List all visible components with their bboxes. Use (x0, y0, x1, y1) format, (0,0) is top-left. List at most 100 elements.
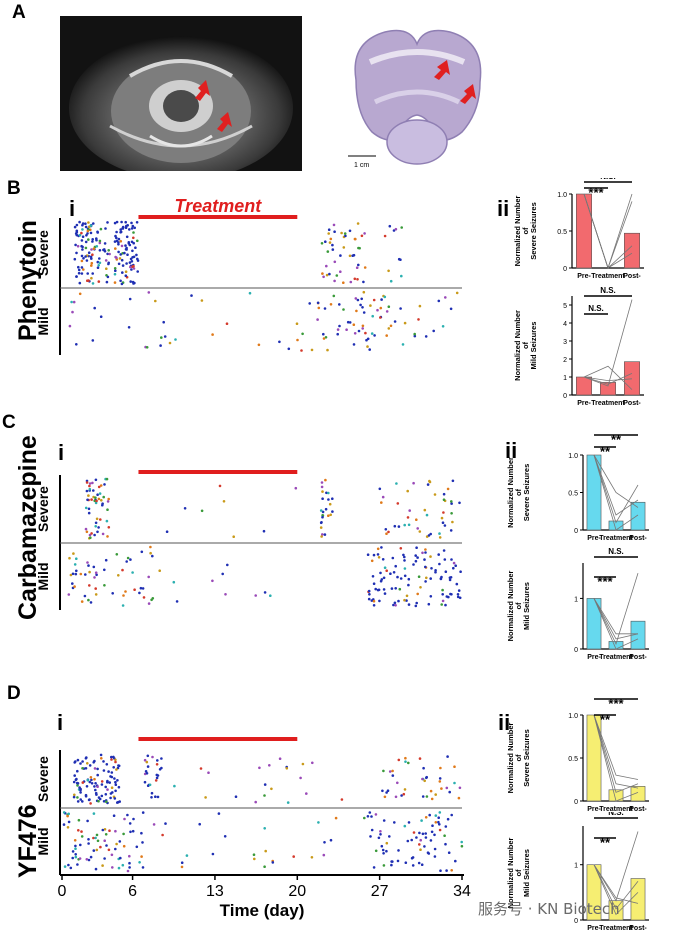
seizure-dot (96, 530, 99, 534)
seizure-dot (329, 237, 333, 241)
seizure-dot (83, 594, 87, 598)
seizure-dot (254, 594, 257, 597)
bar-y-tick-label: 4 (563, 321, 567, 328)
seizure-dot (89, 224, 93, 227)
bar-category-label: Pre- (577, 400, 591, 407)
seizure-dot (324, 240, 327, 243)
bar-y-tick-label: 0 (574, 918, 578, 925)
seizure-dot (296, 338, 299, 342)
seizure-dot (374, 849, 378, 853)
sub-label-d-i: i (57, 710, 64, 735)
treatment-label: Treatment (175, 196, 263, 216)
seizure-dot (440, 787, 443, 790)
seizure-dot (419, 838, 423, 842)
seizure-dot (81, 767, 84, 770)
seizure-dot (91, 481, 94, 485)
seizure-dot (317, 306, 321, 310)
seizure-dot (372, 866, 376, 869)
seizure-dot (85, 489, 89, 493)
seizure-dot (93, 533, 96, 537)
seizure-dot (146, 754, 150, 758)
seizure-dot (86, 778, 90, 782)
seizure-dot (366, 815, 370, 818)
seizure-dot (98, 239, 102, 243)
seizure-dot (391, 774, 395, 777)
seizure-dot (107, 770, 110, 773)
seizure-dot (252, 853, 256, 856)
seizure-dot (370, 828, 374, 832)
seizure-dot (450, 558, 453, 561)
seizure-dot (80, 600, 84, 603)
seizure-dot (450, 593, 453, 596)
seizure-dot (363, 816, 366, 820)
seizure-dot (84, 255, 87, 258)
seizure-dot (96, 773, 99, 777)
seizure-dot (92, 812, 96, 815)
seizure-dot (383, 295, 387, 299)
seizure-dot (116, 779, 119, 782)
seizure-dot (135, 253, 138, 257)
seizure-dot (380, 546, 383, 549)
seizure-dot (124, 244, 127, 247)
seizure-dot (253, 857, 256, 861)
watermark: 服务号 · KN Biotech (478, 900, 620, 918)
seizure-dot (454, 564, 458, 567)
seizure-dot (423, 779, 427, 783)
seizure-dot (168, 341, 172, 345)
seizure-dot (72, 795, 76, 799)
seizure-dot (424, 335, 428, 338)
seizure-dot (135, 845, 139, 849)
seizure-dot (151, 554, 154, 558)
individual-line (593, 454, 639, 531)
bar-post (624, 232, 640, 269)
seizure-dot (70, 300, 73, 304)
bar-category-label: Treatment (599, 654, 633, 661)
sub-label-b-i: i (69, 196, 76, 221)
seizure-dot (126, 813, 129, 817)
seizure-dot (100, 780, 104, 783)
seizure-dot (141, 811, 145, 814)
seizure-dot (69, 573, 73, 577)
seizure-dot (97, 485, 101, 489)
seizure-dot (392, 571, 396, 574)
seizure-dot (434, 814, 438, 817)
seizure-dot (113, 221, 117, 225)
seizure-dot (91, 282, 95, 285)
seizure-dot (294, 486, 298, 490)
seizure-dot (100, 783, 104, 786)
seizure-dot (120, 282, 124, 286)
seizure-dot (420, 863, 424, 866)
bar-y-tick-label: 2 (563, 357, 567, 364)
seizure-dot (103, 828, 107, 831)
seizure-dot (117, 241, 120, 244)
seizure-dot (160, 766, 163, 770)
seizure-dot (86, 561, 89, 564)
seizure-dot (450, 512, 453, 515)
seizure-dot (98, 261, 102, 265)
significance-label: ** (600, 835, 611, 850)
seizure-dot (362, 311, 366, 314)
seizure-dot (323, 307, 327, 310)
bar-y-axis-label: of (521, 341, 530, 349)
seizure-dot (372, 298, 376, 302)
seizure-dot (128, 228, 131, 231)
seizure-dot (105, 477, 109, 481)
seizure-dot (398, 587, 402, 591)
seizure-dot (443, 524, 447, 527)
seizure-dot (128, 861, 131, 865)
seizure-dot (286, 801, 290, 804)
seizure-dot (95, 573, 98, 577)
seizure-dot (91, 339, 95, 342)
seizure-dot (438, 777, 442, 780)
seizure-dot (407, 523, 411, 527)
seizure-dot (393, 320, 397, 323)
seizure-dot (431, 824, 434, 827)
seizure-dot (331, 248, 335, 251)
seizure-dot (460, 840, 464, 844)
seizure-dot (455, 582, 459, 586)
seizure-dot (332, 294, 336, 298)
seizure-dot (383, 795, 387, 799)
seizure-dot (81, 781, 85, 784)
seizure-dot (356, 222, 360, 225)
seizure-dot (150, 791, 154, 795)
